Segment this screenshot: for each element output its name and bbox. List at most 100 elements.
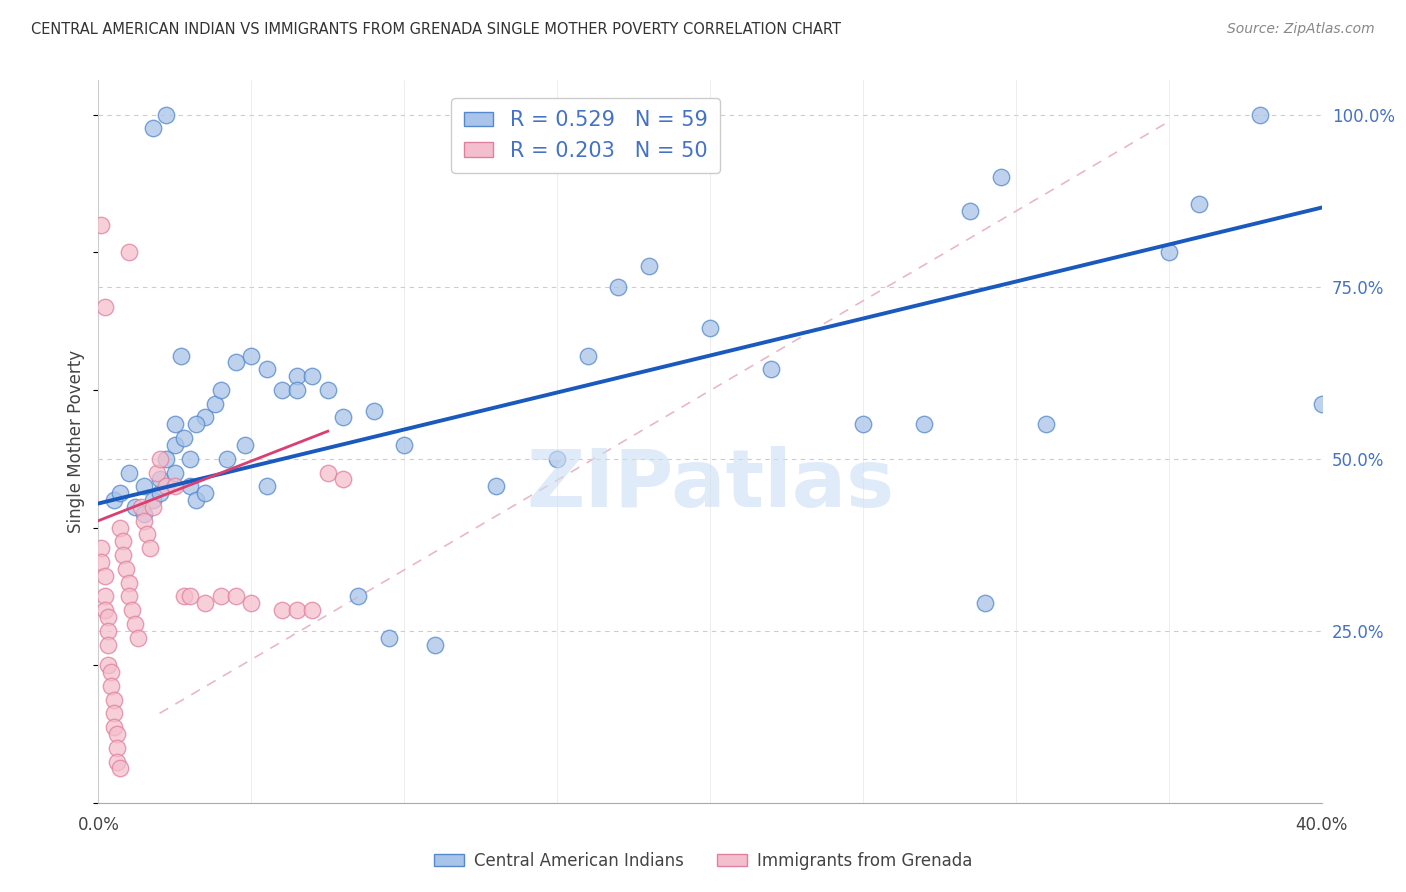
Point	[103, 493, 125, 508]
Point	[363, 403, 385, 417]
Point	[637, 259, 661, 273]
Point	[209, 383, 232, 397]
Point	[127, 631, 149, 645]
Point	[100, 665, 122, 679]
Point	[974, 596, 997, 610]
Point	[209, 590, 232, 604]
Point	[103, 692, 125, 706]
Point	[270, 603, 292, 617]
Point	[121, 603, 143, 617]
Point	[194, 410, 217, 425]
Point	[103, 706, 125, 721]
Point	[90, 218, 112, 232]
Point	[134, 507, 156, 521]
Point	[332, 472, 354, 486]
Point	[139, 541, 162, 556]
Point	[225, 590, 247, 604]
Point	[108, 761, 131, 775]
Point	[194, 596, 217, 610]
Point	[233, 438, 256, 452]
Point	[93, 603, 115, 617]
Point	[959, 204, 981, 219]
Point	[155, 479, 177, 493]
Point	[134, 514, 156, 528]
Point	[285, 603, 308, 617]
Point	[111, 534, 134, 549]
Point	[97, 638, 120, 652]
Point	[149, 472, 172, 486]
Point	[607, 279, 630, 293]
Point	[912, 417, 935, 432]
Point	[347, 590, 370, 604]
Point	[118, 245, 141, 260]
Point	[179, 451, 201, 466]
Point	[108, 486, 131, 500]
Point	[97, 610, 120, 624]
Point	[93, 568, 115, 582]
Point	[124, 616, 146, 631]
Point	[179, 590, 201, 604]
Point	[332, 410, 354, 425]
Y-axis label: Single Mother Poverty: Single Mother Poverty	[67, 350, 86, 533]
Point	[105, 727, 128, 741]
Legend: Central American Indians, Immigrants from Grenada: Central American Indians, Immigrants fro…	[427, 846, 979, 877]
Point	[100, 679, 122, 693]
Point	[97, 624, 120, 638]
Point	[240, 349, 263, 363]
Point	[93, 301, 115, 315]
Point	[546, 451, 568, 466]
Point	[392, 438, 416, 452]
Point	[170, 349, 193, 363]
Legend: R = 0.529   N = 59, R = 0.203   N = 50: R = 0.529 N = 59, R = 0.203 N = 50	[451, 98, 720, 173]
Point	[118, 575, 141, 590]
Point	[163, 466, 186, 480]
Point	[173, 590, 195, 604]
Point	[270, 383, 292, 397]
Point	[97, 658, 120, 673]
Point	[115, 562, 138, 576]
Point	[186, 493, 208, 508]
Point	[225, 355, 247, 369]
Text: CENTRAL AMERICAN INDIAN VS IMMIGRANTS FROM GRENADA SINGLE MOTHER POVERTY CORRELA: CENTRAL AMERICAN INDIAN VS IMMIGRANTS FR…	[31, 22, 841, 37]
Point	[759, 362, 782, 376]
Point	[163, 417, 186, 432]
Point	[1035, 417, 1057, 432]
Point	[852, 417, 875, 432]
Point	[240, 596, 263, 610]
Point	[301, 603, 323, 617]
Point	[1310, 397, 1333, 411]
Point	[124, 500, 146, 514]
Point	[990, 169, 1012, 184]
Point	[204, 397, 226, 411]
Point	[378, 631, 401, 645]
Text: ZIPatlas: ZIPatlas	[526, 446, 894, 524]
Point	[1249, 108, 1271, 122]
Point	[134, 479, 156, 493]
Point	[316, 466, 339, 480]
Point	[215, 451, 238, 466]
Point	[256, 479, 278, 493]
Point	[699, 321, 721, 335]
Point	[142, 500, 165, 514]
Point	[285, 369, 308, 384]
Point	[103, 720, 125, 734]
Point	[136, 527, 159, 541]
Point	[142, 493, 165, 508]
Text: Source: ZipAtlas.com: Source: ZipAtlas.com	[1227, 22, 1375, 37]
Point	[163, 479, 186, 493]
Point	[186, 417, 208, 432]
Point	[90, 541, 112, 556]
Point	[485, 479, 508, 493]
Point	[105, 740, 128, 755]
Point	[423, 638, 446, 652]
Point	[142, 121, 165, 136]
Point	[179, 479, 201, 493]
Point	[129, 500, 152, 514]
Point	[316, 383, 339, 397]
Point	[173, 431, 195, 445]
Point	[301, 369, 323, 384]
Point	[155, 451, 177, 466]
Point	[118, 466, 141, 480]
Point	[1157, 245, 1180, 260]
Point	[1188, 197, 1211, 211]
